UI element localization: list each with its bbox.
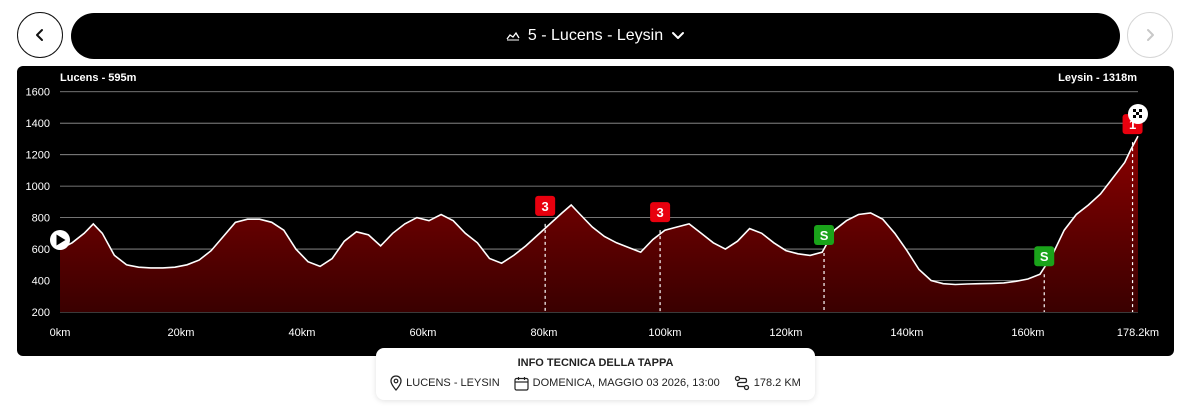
y-tick-label: 800 [32, 213, 50, 225]
route-icon [734, 375, 749, 391]
chevron-down-icon [671, 31, 685, 41]
end-label: Leysin - 1318m [1058, 72, 1137, 84]
x-tick-label: 0km [50, 327, 71, 339]
marker-badge [535, 195, 556, 216]
y-tick-label: 200 [32, 307, 50, 319]
elevation-profile-icon [506, 31, 520, 41]
info-location: LUCENS - LEYSIN [406, 377, 500, 389]
elevation-area [60, 136, 1138, 312]
marker-label: 3 [542, 199, 549, 214]
info-distance: 178.2 KM [753, 377, 801, 389]
elevation-chart-panel: Lucens - 595m Leysin - 1318m 200 400 600 80… [17, 66, 1174, 356]
x-tick-label: 60km [410, 327, 437, 339]
x-tick-label: 120km [769, 327, 802, 339]
elevation-chart: Lucens - 595m Leysin - 1318m 200 400 600 80… [26, 72, 1160, 339]
x-tick-label: 160km [1011, 327, 1044, 339]
play-icon [56, 234, 66, 246]
info-title: INFO TECNICA DELLA TAPPA [517, 357, 674, 369]
climb-marker[interactable]: 3 [535, 195, 556, 312]
stage-info-card: INFO TECNICA DELLA TAPPA LUCENS - LEYSIN… [376, 348, 815, 400]
checkered-flag-icon [1133, 109, 1142, 118]
map-pin-icon [390, 375, 402, 391]
x-tick-label: 100km [648, 327, 681, 339]
chevron-left-icon [36, 29, 43, 41]
info-date: DOMENICA, MAGGIO 03 2026, 13:00 [532, 377, 720, 389]
x-tick-label: 140km [890, 327, 923, 339]
start-label: Lucens - 595m [60, 72, 137, 84]
marker-label: S [1040, 249, 1049, 264]
y-tick-label: 1600 [26, 87, 50, 99]
stage-selector[interactable]: 5 - Lucens - Leysin [71, 13, 1120, 59]
marker-label: 3 [656, 205, 663, 220]
marker-label: S [820, 228, 829, 243]
elevation-line [59, 135, 1139, 286]
marker-badge [814, 225, 835, 245]
y-tick-label: 1200 [26, 150, 50, 162]
y-tick-label: 400 [32, 276, 50, 288]
start-marker [50, 230, 70, 250]
x-tick-label: 20km [168, 327, 195, 339]
marker-badge [650, 202, 671, 223]
y-tick-label: 600 [32, 244, 50, 256]
y-tick-label: 1000 [26, 181, 50, 193]
sprint-marker[interactable]: S [814, 225, 835, 312]
next-stage-button[interactable] [1127, 12, 1173, 58]
sprint-marker[interactable]: S [1034, 246, 1055, 312]
marker-label: 1 [1129, 117, 1136, 132]
chevron-right-icon [1147, 29, 1154, 41]
marker-badge [1034, 246, 1055, 267]
x-tick-label: 80km [530, 327, 557, 339]
x-tick-label: 178.2km [1117, 327, 1159, 339]
calendar-icon [514, 376, 529, 391]
x-tick-label: 40km [289, 327, 316, 339]
stage-title: 5 - Lucens - Leysin [527, 27, 664, 44]
y-tick-label: 1400 [26, 118, 50, 130]
finish-marker [1128, 104, 1148, 124]
previous-stage-button[interactable] [17, 12, 63, 58]
climb-marker[interactable]: 3 [650, 202, 671, 312]
